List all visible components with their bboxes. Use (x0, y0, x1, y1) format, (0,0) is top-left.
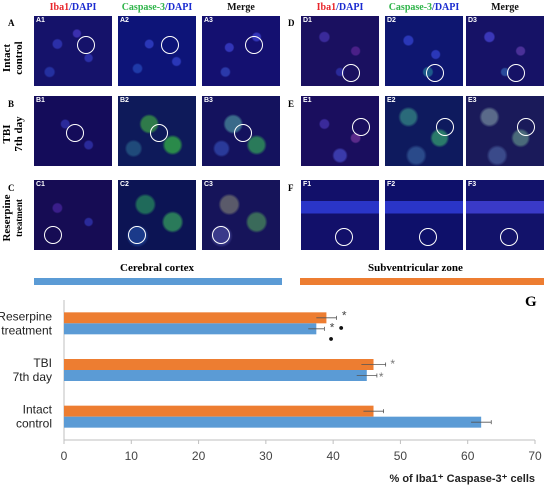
micrograph-a2: A2 (118, 16, 196, 86)
row-letter-d: D (288, 18, 295, 28)
category-label: TBI (33, 356, 52, 370)
highlight-circle (352, 118, 370, 136)
highlight-circle (212, 226, 230, 244)
micrograph-b1: B1 (34, 96, 112, 166)
row-letter-f: F (288, 183, 294, 193)
col-header-caspase3-dapi-svz: Caspase-3/DAPI (388, 2, 460, 13)
row-letter-b: B (8, 99, 15, 109)
category-label: 7th day (13, 370, 52, 384)
col-header-iba1-dapi-svz: Iba1/DAPI (316, 2, 364, 13)
row-letter-a: A (8, 18, 15, 28)
significance-star: * (330, 320, 335, 334)
category-label: Intact (23, 403, 53, 417)
highlight-circle (128, 226, 146, 244)
bar (64, 323, 317, 335)
micrograph-e2: E2 (385, 96, 463, 166)
micrograph-c3: C3 (202, 180, 280, 250)
micrograph-f3: F3 (466, 180, 544, 250)
highlight-circle (426, 64, 444, 82)
micrograph-f1: F1 (301, 180, 379, 250)
highlight-circle (234, 124, 252, 142)
micrograph-a1: A1 (34, 16, 112, 86)
micrograph-e1: E1 (301, 96, 379, 166)
bar (64, 359, 374, 370)
row-letter-e: E (288, 99, 295, 109)
significance-star: * (379, 370, 384, 384)
micrograph-c1: C1 (34, 180, 112, 250)
micrograph-d1: D1 (301, 16, 379, 86)
x-tick-label: 60 (461, 449, 475, 463)
row-letter-c: C (8, 183, 15, 193)
region-bar-cortex (34, 278, 282, 285)
micrograph-b3: B3 (202, 96, 280, 166)
panel-letter-g: G (525, 294, 537, 310)
region-label-subventricular-zone: Subventricular zone (368, 262, 463, 274)
micrograph-f2: F2 (385, 180, 463, 250)
highlight-circle (161, 36, 179, 54)
row-label-intact-control: Intact control (1, 41, 25, 75)
category-label: treatment (1, 323, 52, 337)
significance-dot: ● (339, 322, 344, 332)
category-label: Reserpine (0, 309, 52, 323)
micrograph-d2: D2 (385, 16, 463, 86)
x-axis-title: % of Iba1⁺ Caspase-3⁺ cells (389, 473, 535, 485)
highlight-circle (342, 64, 360, 82)
row-label-reserpine-treatment: Reserpine treatment (1, 194, 24, 242)
x-tick-label: 20 (192, 449, 206, 463)
highlight-circle (66, 124, 84, 142)
bar (64, 405, 374, 417)
micrograph-d3: D3 (466, 16, 544, 86)
col-header-iba1-dapi: Iba1/DAPI (49, 2, 97, 13)
highlight-circle (419, 228, 437, 246)
col-header-merge: Merge (227, 2, 255, 13)
x-tick-label: 10 (125, 449, 139, 463)
bar (64, 312, 327, 324)
micrograph-a3: A3 (202, 16, 280, 86)
x-tick-label: 30 (259, 449, 273, 463)
bar (64, 416, 482, 428)
row-label-tbi-7th-day: TBI 7th day (1, 116, 25, 152)
region-bar-svz (300, 278, 544, 285)
highlight-circle (335, 228, 353, 246)
highlight-circle (245, 36, 263, 54)
micrograph-c2: C2 (118, 180, 196, 250)
significance-dot: ● (328, 333, 333, 343)
micrograph-e3: E3 (466, 96, 544, 166)
bar (64, 370, 367, 381)
region-label-cerebral-cortex: Cerebral cortex (120, 262, 195, 274)
x-tick-label: 0 (61, 449, 68, 463)
highlight-circle (436, 118, 454, 136)
col-header-merge-svz: Merge (491, 2, 519, 13)
highlight-circle (44, 226, 62, 244)
col-header-caspase3-dapi: Caspase-3/DAPI (121, 2, 193, 13)
x-tick-label: 40 (326, 449, 340, 463)
category-label: control (16, 417, 52, 431)
highlight-circle (77, 36, 95, 54)
significance-star: * (342, 308, 347, 322)
highlight-circle (507, 64, 525, 82)
x-tick-label: 70 (528, 449, 542, 463)
significance-star: * (390, 357, 395, 371)
highlight-circle (517, 118, 535, 136)
highlight-circle (500, 228, 518, 246)
highlight-circle (150, 124, 168, 142)
micrograph-b2: B2 (118, 96, 196, 166)
x-tick-label: 50 (394, 449, 408, 463)
